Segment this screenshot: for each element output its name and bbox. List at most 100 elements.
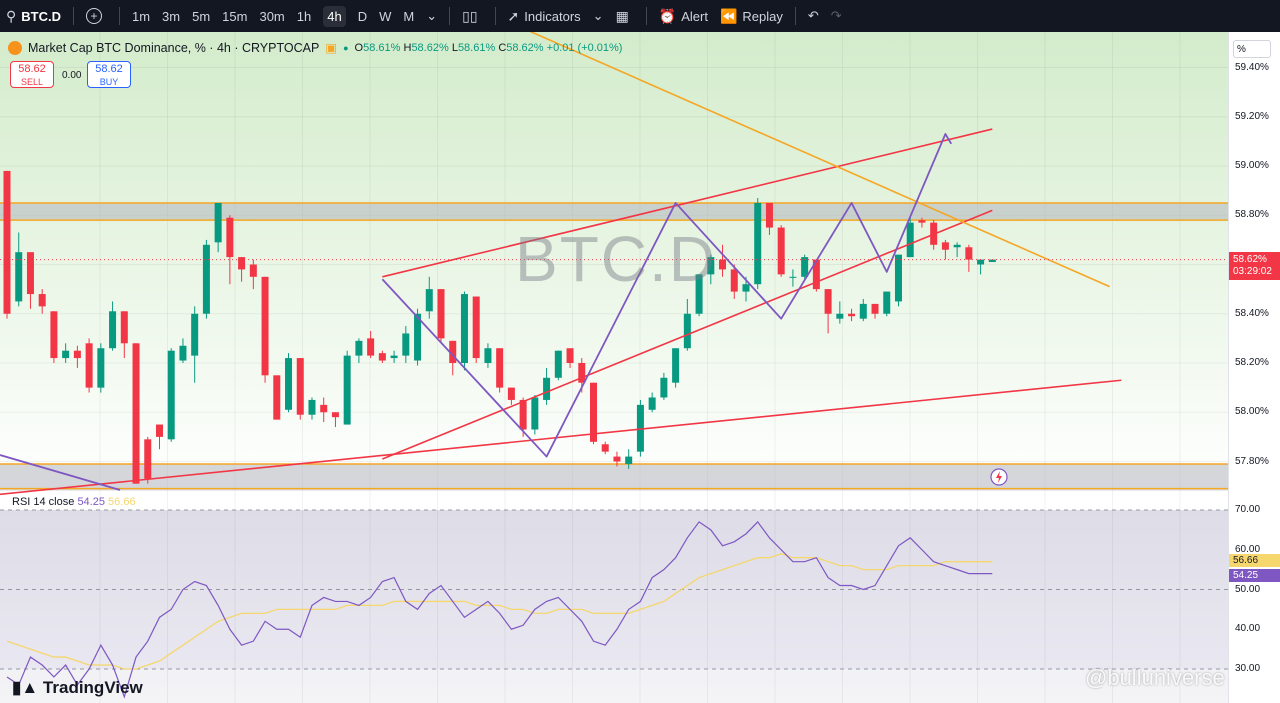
candle-body bbox=[238, 257, 246, 270]
candle bbox=[730, 264, 738, 299]
interval-4h[interactable]: 4h bbox=[317, 0, 351, 32]
candle-body bbox=[789, 276, 797, 278]
indicators-button[interactable]: ➚ Indicators bbox=[507, 7, 581, 24]
candle-body bbox=[472, 296, 480, 359]
candle-body bbox=[754, 202, 762, 285]
candle-body bbox=[812, 259, 820, 290]
chart-canvas[interactable] bbox=[0, 32, 1228, 703]
candle bbox=[109, 301, 117, 351]
candle bbox=[425, 276, 433, 319]
interval-15m[interactable]: 15m bbox=[222, 8, 248, 24]
buy-button[interactable]: 58.62 BUY bbox=[87, 61, 131, 88]
price-tick-label: 58.40% bbox=[1235, 307, 1269, 319]
candle bbox=[120, 311, 128, 359]
symbol-watermark: BTC.D bbox=[515, 223, 717, 295]
candle bbox=[977, 259, 985, 275]
candle bbox=[50, 311, 58, 363]
candle-body bbox=[179, 345, 187, 361]
candle bbox=[144, 436, 152, 484]
candle-body bbox=[202, 244, 210, 314]
zigzag-path bbox=[381, 133, 953, 458]
rsi-tick-label: 40.00 bbox=[1235, 623, 1261, 635]
undo-button[interactable]: ↶ bbox=[802, 0, 825, 32]
symbol-search[interactable]: ⚲ BTC.D bbox=[0, 0, 67, 32]
candle bbox=[601, 441, 609, 455]
candle-body bbox=[296, 358, 304, 415]
candle-body bbox=[331, 412, 339, 418]
candle-body bbox=[777, 227, 785, 275]
candle bbox=[894, 254, 902, 307]
price-tick-label: 58.80% bbox=[1235, 209, 1269, 221]
interval-30m[interactable]: 30m bbox=[259, 8, 285, 24]
axis-unit-button[interactable]: % bbox=[1233, 40, 1271, 58]
redo-button[interactable]: ↷ bbox=[825, 0, 848, 32]
interval-5m[interactable]: 5m bbox=[192, 8, 211, 24]
candle bbox=[719, 244, 727, 277]
candle-body bbox=[613, 456, 621, 462]
rsi-value-label: 54.25 bbox=[1229, 569, 1280, 583]
interval-m[interactable]: M bbox=[403, 8, 415, 24]
rsi-ma-value-label: 56.66 bbox=[1229, 554, 1280, 568]
sell-button[interactable]: 58.62 SELL bbox=[10, 61, 54, 88]
interval-1h[interactable]: 1h bbox=[296, 8, 312, 24]
candle-body bbox=[883, 291, 891, 314]
price-tick-label: 59.40% bbox=[1235, 61, 1269, 73]
candle bbox=[26, 252, 34, 309]
candle bbox=[543, 367, 551, 405]
interval-3m[interactable]: 3m bbox=[162, 8, 181, 24]
candle-body bbox=[719, 259, 727, 270]
candle-body bbox=[261, 276, 269, 376]
candle-body bbox=[460, 294, 468, 363]
rsi-legend[interactable]: RSI 14 close 54.25 56.66 bbox=[12, 496, 136, 508]
candle-body bbox=[109, 311, 117, 349]
candle-body bbox=[26, 252, 34, 295]
candle-body bbox=[62, 350, 70, 359]
candle bbox=[906, 217, 914, 258]
interval-1m[interactable]: 1m bbox=[131, 8, 151, 24]
candlestick-series bbox=[3, 170, 996, 484]
candle bbox=[378, 350, 386, 363]
candle bbox=[566, 348, 574, 368]
candle bbox=[625, 449, 633, 469]
candle bbox=[62, 343, 70, 363]
candle bbox=[883, 291, 891, 317]
descending-trendline bbox=[529, 32, 1110, 288]
candle bbox=[249, 259, 257, 290]
candle bbox=[836, 301, 844, 324]
candle bbox=[296, 358, 304, 420]
candle-body bbox=[425, 289, 433, 312]
candle-body bbox=[918, 220, 926, 223]
chart-type-button[interactable]: ▯▯ bbox=[456, 0, 488, 32]
candle bbox=[202, 239, 210, 319]
rsi-indicator bbox=[0, 509, 1228, 699]
interval-d[interactable]: D bbox=[357, 8, 368, 24]
alert-button[interactable]: ⏰ Alert bbox=[658, 7, 708, 24]
spread-value: 0.00 bbox=[62, 70, 82, 81]
candle bbox=[472, 296, 480, 363]
replay-button[interactable]: ⏪ Replay bbox=[719, 7, 783, 24]
flash-icon[interactable] bbox=[990, 468, 1008, 486]
interval-w[interactable]: W bbox=[379, 8, 392, 24]
candle bbox=[871, 303, 879, 319]
candle bbox=[941, 239, 949, 260]
price-tick-label: 58.20% bbox=[1235, 357, 1269, 368]
rsi-band bbox=[0, 510, 1228, 669]
compare-button[interactable]: + bbox=[80, 0, 113, 32]
candle-body bbox=[871, 303, 879, 314]
candle bbox=[226, 215, 234, 285]
indicators-dropdown[interactable]: ⌄ bbox=[587, 0, 610, 32]
candle-body bbox=[848, 313, 856, 317]
candle bbox=[613, 451, 621, 467]
candle-body bbox=[695, 274, 703, 314]
coin-icon: ▣ bbox=[325, 41, 338, 55]
tradingview-logo[interactable]: ▮▲ TradingView bbox=[12, 678, 143, 697]
alarm-clock-icon: ⏰ bbox=[658, 7, 677, 24]
candle-body bbox=[531, 397, 539, 430]
candle bbox=[273, 375, 281, 420]
price-axis[interactable]: % 59.40%59.20%59.00%58.80%58.60%58.40%58… bbox=[1228, 32, 1280, 703]
layout-button[interactable]: ▦ bbox=[610, 0, 640, 32]
zigzag-path bbox=[0, 454, 121, 491]
interval-dropdown[interactable]: ⌄ bbox=[420, 0, 443, 32]
candle bbox=[367, 330, 375, 359]
legend-title[interactable]: Market Cap BTC Dominance, % · 4h · CRYPT… bbox=[28, 40, 320, 55]
